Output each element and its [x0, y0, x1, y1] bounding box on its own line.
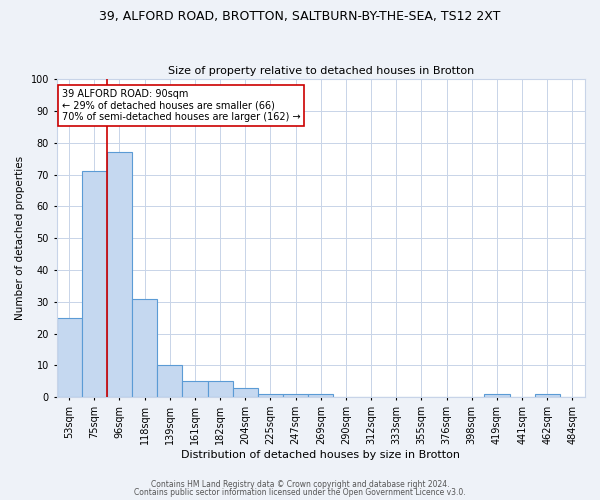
Y-axis label: Number of detached properties: Number of detached properties: [15, 156, 25, 320]
X-axis label: Distribution of detached houses by size in Brotton: Distribution of detached houses by size …: [181, 450, 460, 460]
Bar: [132, 298, 157, 398]
Bar: [484, 394, 509, 398]
Bar: [107, 152, 132, 398]
Bar: [258, 394, 283, 398]
Bar: [56, 318, 82, 398]
Bar: [157, 366, 182, 398]
Bar: [308, 394, 334, 398]
Title: Size of property relative to detached houses in Brotton: Size of property relative to detached ho…: [167, 66, 474, 76]
Text: Contains public sector information licensed under the Open Government Licence v3: Contains public sector information licen…: [134, 488, 466, 497]
Bar: [535, 394, 560, 398]
Text: 39 ALFORD ROAD: 90sqm
← 29% of detached houses are smaller (66)
70% of semi-deta: 39 ALFORD ROAD: 90sqm ← 29% of detached …: [62, 88, 301, 122]
Bar: [283, 394, 308, 398]
Bar: [182, 382, 208, 398]
Bar: [82, 172, 107, 398]
Text: Contains HM Land Registry data © Crown copyright and database right 2024.: Contains HM Land Registry data © Crown c…: [151, 480, 449, 489]
Text: 39, ALFORD ROAD, BROTTON, SALTBURN-BY-THE-SEA, TS12 2XT: 39, ALFORD ROAD, BROTTON, SALTBURN-BY-TH…: [100, 10, 500, 23]
Bar: [208, 382, 233, 398]
Bar: [233, 388, 258, 398]
